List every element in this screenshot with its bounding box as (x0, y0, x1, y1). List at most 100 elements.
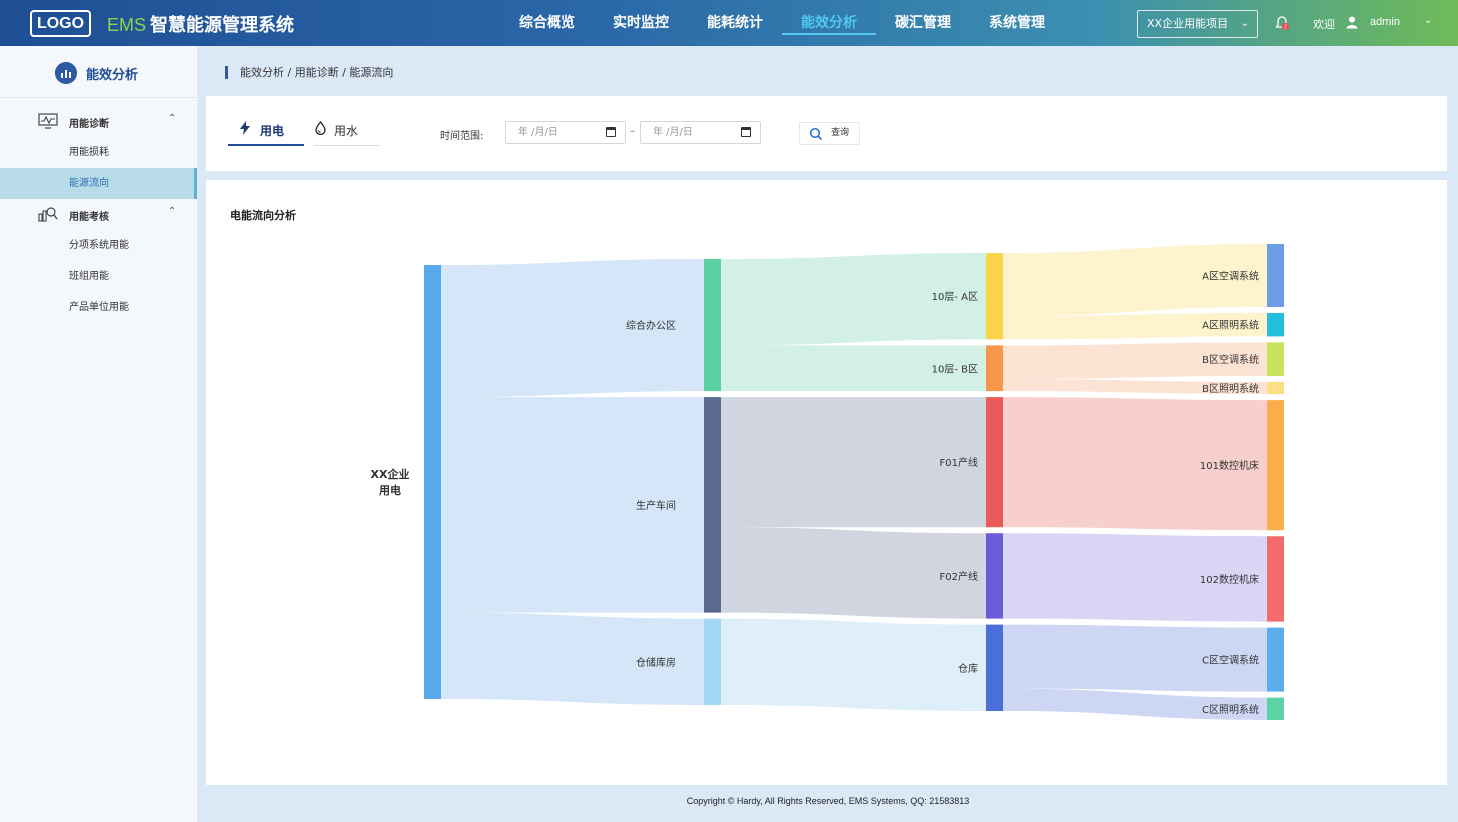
sankey-link[interactable] (721, 527, 986, 619)
notification-bell-icon[interactable]: 2 (1274, 15, 1290, 31)
filter-panel: 用电 用水 时间范围: 年 /月/日 – 年 /月/日 查询 (206, 96, 1447, 171)
sankey-link[interactable] (1003, 624, 1267, 692)
sankey-node-label: 10层- A区 (932, 291, 978, 303)
project-select[interactable]: XX企业用能项目 ⌄ (1137, 10, 1258, 38)
sankey-node-label: A区空调系统 (1202, 270, 1259, 283)
sankey-node-label: 10层- B区 (932, 363, 978, 375)
sankey-link[interactable] (441, 612, 704, 705)
water-drop-icon (314, 118, 328, 144)
sankey-node-label: F01产线 (940, 456, 978, 469)
sankey-node[interactable] (704, 397, 721, 613)
sankey-link[interactable] (1003, 688, 1267, 720)
sankey-link[interactable] (1003, 313, 1267, 340)
start-date-placeholder: 年 /月/日 (518, 127, 558, 138)
sankey-node[interactable] (986, 345, 1003, 392)
sankey-node-label: C区空调系统 (1202, 654, 1259, 667)
end-date-placeholder: 年 /月/日 (653, 127, 693, 138)
sankey-node[interactable] (1267, 342, 1284, 376)
sidebar-item-energy-flow[interactable]: 能源流向 (0, 168, 197, 199)
sidebar-item-subsystem-energy[interactable]: 分项系统用能 (69, 240, 129, 251)
sankey-node-label: 仓储库房 (636, 656, 676, 669)
logo: LOGO (30, 10, 91, 37)
breadcrumb: 能效分析 / 用能诊断 / 能源流向 (225, 66, 393, 79)
sidebar: 能效分析 用能诊断 ⌃ 用能损耗 能源流向 用能考核 ⌃ 分项系统用能 班组用能… (0, 46, 198, 822)
system-name: 智慧能源管理系统 (150, 15, 295, 36)
sankey-node[interactable] (1267, 313, 1284, 337)
welcome-text: 欢迎 (1313, 18, 1335, 31)
calendar-icon (606, 127, 616, 137)
sankey-node[interactable] (1267, 627, 1284, 692)
notification-count: 2 (1284, 24, 1287, 30)
sankey-node[interactable] (704, 259, 721, 392)
sidebar-header: 能效分析 (0, 46, 197, 98)
footer-copyright: Copyright © Hardy, All Rights Reserved, … (686, 796, 970, 806)
sidebar-group-diagnosis[interactable]: 用能诊断 ⌃ (0, 106, 197, 137)
sankey-link[interactable] (1003, 378, 1267, 395)
calendar-icon (741, 127, 751, 137)
sankey-node[interactable] (424, 265, 441, 699)
sankey-link[interactable] (721, 618, 986, 711)
sankey-link[interactable] (1003, 397, 1267, 531)
lightning-icon (240, 118, 254, 144)
nav-system-management[interactable]: 系统管理 (989, 15, 1045, 31)
sankey-node-label: 综合办公区 (626, 319, 676, 332)
nav-overview[interactable]: 综合概览 (519, 15, 575, 31)
top-header: LOGO EMS 智慧能源管理系统 综合概览 实时监控 能耗统计 能效分析 碳汇管… (0, 0, 1458, 46)
sankey-node[interactable] (986, 397, 1003, 528)
project-select-value: XX企业用能项目 (1147, 17, 1229, 30)
tab-electricity[interactable]: 用电 (228, 118, 304, 146)
monitor-chart-icon (38, 113, 58, 129)
sankey-node[interactable] (704, 618, 721, 705)
sankey-node[interactable] (1267, 697, 1284, 720)
sidebar-item-team-energy[interactable]: 班组用能 (69, 271, 109, 282)
sankey-node[interactable] (1267, 536, 1284, 622)
search-icon (809, 127, 823, 141)
tab-label: 用电 (260, 124, 285, 138)
nav-realtime-monitor[interactable]: 实时监控 (613, 15, 669, 31)
sankey-link[interactable] (441, 397, 704, 613)
sankey-node-label: 101数控机床 (1200, 459, 1259, 472)
sankey-link[interactable] (1003, 533, 1267, 622)
main-nav: 综合概览 实时监控 能耗统计 能效分析 碳汇管理 系统管理 (500, 0, 1064, 46)
username[interactable]: admin (1370, 16, 1400, 28)
sankey-links (441, 244, 1267, 720)
sankey-link[interactable] (721, 397, 986, 528)
date-separator: – (630, 126, 635, 137)
user-icon (1346, 16, 1358, 29)
sankey-link[interactable] (1003, 244, 1267, 317)
end-date-input[interactable]: 年 /月/日 (640, 121, 761, 144)
sankey-node[interactable] (986, 533, 1003, 619)
user-menu-chevron-icon[interactable]: ⌄ (1424, 15, 1433, 26)
sankey-node-label: A区照明系统 (1202, 319, 1259, 332)
app-title: EMS 智慧能源管理系统 (107, 11, 294, 37)
sidebar-item-product-unit-energy[interactable]: 产品单位用能 (69, 302, 129, 313)
sankey-node-label: 生产车间 (636, 499, 676, 512)
nav-carbon-management[interactable]: 碳汇管理 (895, 15, 951, 31)
nav-energy-statistics[interactable]: 能耗统计 (707, 15, 763, 31)
sankey-node[interactable] (1267, 400, 1284, 531)
sankey-link[interactable] (441, 259, 704, 398)
nav-efficiency-analysis[interactable]: 能效分析 (782, 0, 876, 46)
sankey-link[interactable] (1003, 342, 1267, 379)
chart-panel: 电能流向分析 XX企业用电 综合办公区 生产车间 仓储库房 10层- A区 10层- B区… (206, 180, 1447, 785)
sidebar-item-energy-loss[interactable]: 用能损耗 (69, 147, 109, 158)
sankey-node-label: 102数控机床 (1200, 573, 1259, 586)
query-button-label: 查询 (831, 128, 850, 138)
chart-title: 电能流向分析 (230, 209, 296, 222)
sankey-link[interactable] (721, 345, 986, 392)
sankey-link[interactable] (721, 253, 986, 346)
sidebar-title: 能效分析 (86, 68, 139, 83)
start-date-input[interactable]: 年 /月/日 (505, 121, 626, 144)
sankey-node[interactable] (986, 624, 1003, 711)
sankey-node-label: F02产线 (940, 570, 978, 583)
chevron-up-icon: ⌃ (168, 113, 177, 124)
tab-label: 用水 (334, 124, 359, 138)
sankey-node[interactable] (1267, 244, 1284, 308)
sankey-node[interactable] (1267, 381, 1284, 395)
sankey-node[interactable] (986, 253, 1003, 340)
sidebar-group-assessment[interactable]: 用能考核 ⌃ (0, 199, 197, 230)
query-button[interactable]: 查询 (799, 122, 860, 145)
sankey-node-label: B区照明系统 (1202, 382, 1259, 395)
sankey-node-label: C区照明系统 (1202, 703, 1259, 716)
tab-water[interactable]: 用水 (314, 118, 380, 146)
